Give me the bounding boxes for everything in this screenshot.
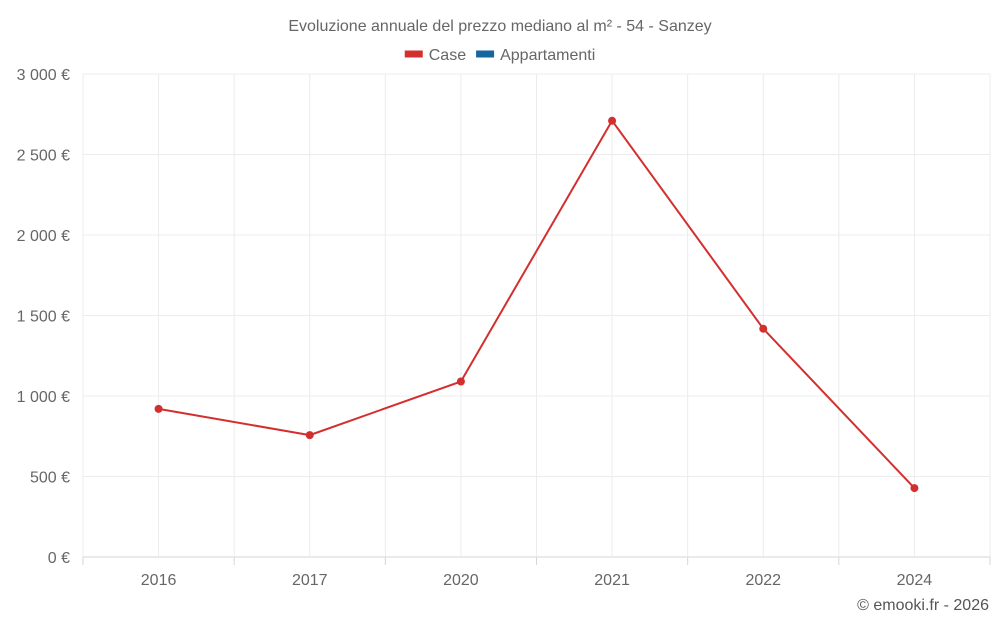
- data-point[interactable]: [456, 377, 465, 386]
- credit-text: © emooki.fr - 2026: [857, 597, 989, 614]
- x-tick-label: 2020: [443, 572, 479, 589]
- data-point[interactable]: [608, 116, 617, 125]
- y-tick-label: 500 €: [30, 470, 70, 487]
- y-tick-label: 1 000 €: [17, 389, 70, 406]
- grid: [82, 73, 991, 558]
- y-tick-label: 3 000 €: [17, 67, 70, 84]
- legend-label: Case: [429, 47, 466, 64]
- x-tick-label: 2017: [292, 572, 328, 589]
- legend-swatch: [404, 50, 423, 58]
- data-point[interactable]: [154, 404, 163, 413]
- x-tick-label: 2024: [897, 572, 933, 589]
- chart-title: Evoluzione annuale del prezzo mediano al…: [288, 18, 711, 35]
- y-tick-label: 1 500 €: [17, 309, 70, 326]
- legend-swatch: [476, 50, 495, 58]
- legend-item-appartamenti[interactable]: Appartamenti: [476, 47, 595, 64]
- axes: 0 € 500 € 1 000 € 1 500 € 2 000 € 2 500 € 3 00…: [17, 67, 991, 589]
- y-tick-label: 0 €: [48, 550, 70, 567]
- x-tick-label: 2022: [745, 572, 781, 589]
- y-tick-label: 2 000 €: [17, 228, 70, 245]
- legend-label: Appartamenti: [500, 47, 595, 64]
- legend-item-case[interactable]: Case: [404, 47, 466, 64]
- x-tick-label: 2016: [141, 572, 177, 589]
- data-point[interactable]: [305, 431, 314, 440]
- y-tick-label: 2 500 €: [17, 148, 70, 165]
- series-layer: [154, 116, 919, 493]
- series-line-case: [158, 119, 916, 489]
- data-point[interactable]: [910, 484, 919, 493]
- x-tick-label: 2021: [594, 572, 630, 589]
- legend: Case Appartamenti: [404, 47, 595, 64]
- data-point[interactable]: [759, 324, 768, 333]
